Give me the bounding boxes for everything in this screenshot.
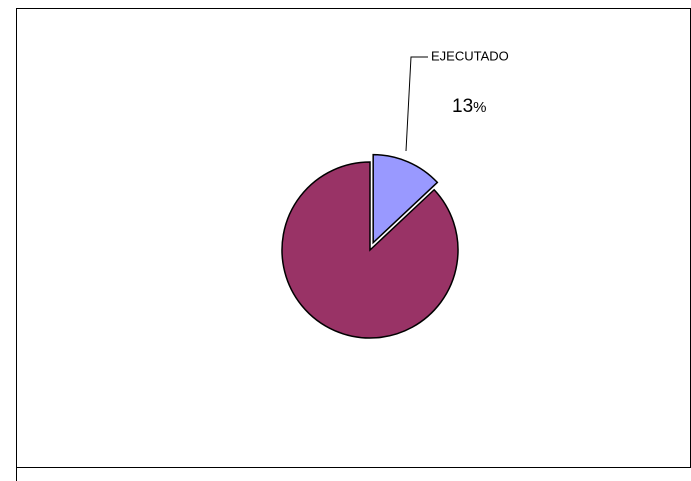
percentage-label: 13% [452,96,486,117]
pie-labels: EJECUTADO 13% [405,48,509,152]
leader-line [405,56,428,152]
slice-label-ejecutado: EJECUTADO [431,48,509,63]
percentage-value: 13 [452,96,473,117]
pie-slice-ejecutado [372,153,439,245]
pie-slices [281,153,459,339]
percentage-unit: % [473,99,486,116]
pie-slice-remainder [281,161,459,339]
